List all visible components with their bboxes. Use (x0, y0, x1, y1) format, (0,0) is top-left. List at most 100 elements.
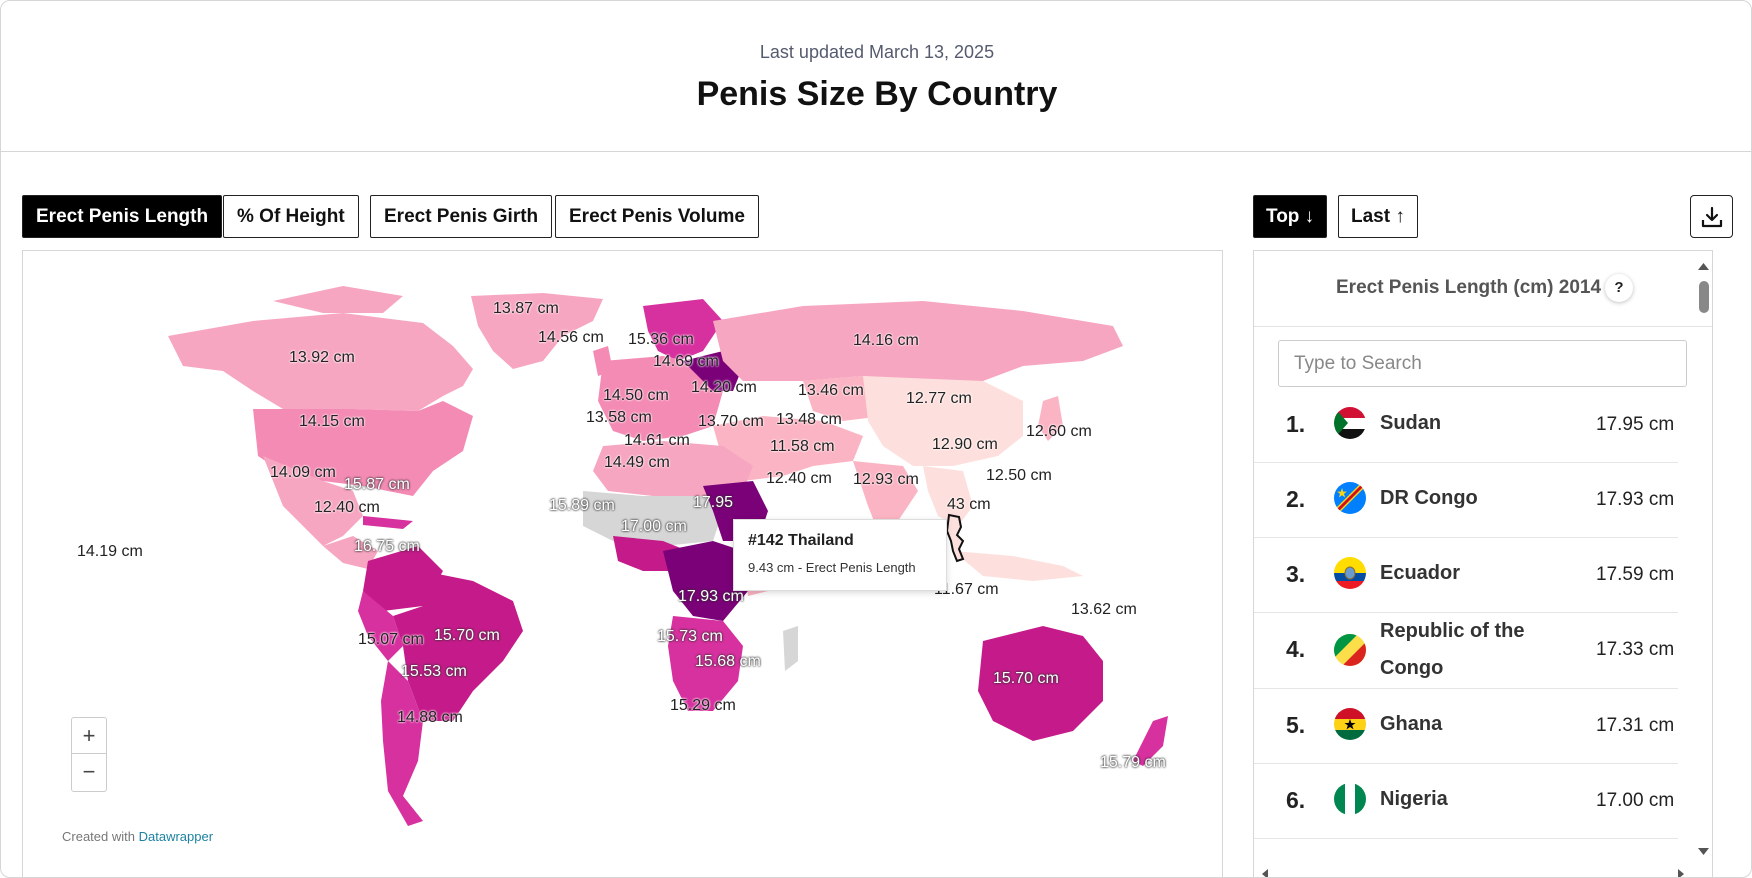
table-row[interactable]: 6. Nigeria 17.00 cm (1254, 764, 1678, 839)
new-zealand-shape (1133, 716, 1168, 766)
search-input[interactable] (1278, 340, 1687, 387)
zoom-control: + − (71, 717, 107, 792)
rank-number: 2. (1286, 486, 1306, 512)
country-name: Sudan (1380, 412, 1442, 434)
map-label: 16.75 cm (354, 538, 420, 555)
dr-congo-flag-icon (1334, 482, 1366, 514)
ranking-title: Erect Penis Length (cm) 2014 (1336, 277, 1602, 298)
scandinavia-shape (643, 299, 723, 361)
congo-flag-icon (1334, 634, 1366, 666)
scroll-left-icon[interactable] (1258, 867, 1272, 878)
rank-number: 1. (1286, 411, 1306, 437)
sort-last-button[interactable]: Last ↑ (1338, 195, 1418, 238)
madagascar-shape (783, 626, 798, 671)
map-label: 14.56 cm (538, 329, 604, 346)
country-value: 17.31 cm (1596, 715, 1675, 736)
credit-prefix: Created with (62, 829, 135, 844)
tab-percent-of-height[interactable]: % Of Height (223, 195, 359, 238)
australia-shape (978, 626, 1103, 741)
download-icon (1701, 206, 1722, 227)
map-label: 17.93 cm (678, 588, 744, 605)
map-label: 14.50 cm (603, 387, 669, 404)
tab-erect-penis-volume[interactable]: Erect Penis Volume (555, 195, 759, 238)
last-updated: Last updated March 13, 2025 (759, 42, 995, 62)
map-label: 15.53 cm (401, 663, 467, 680)
south-africa-region-shape (668, 616, 743, 711)
uk-shape (593, 346, 613, 376)
zoom-in-button[interactable]: + (72, 718, 106, 754)
mexico-shape (263, 456, 363, 546)
page-header: Last updated March 13, 2025 Penis Size B… (1, 1, 1751, 152)
map-label: 13.62 cm (1071, 601, 1137, 618)
canada-islands-shape (273, 286, 403, 313)
usa-shape (253, 401, 473, 496)
map-label: 12.50 cm (986, 467, 1052, 484)
help-icon[interactable]: ? (1605, 274, 1633, 302)
map-label: 12.93 cm (853, 471, 919, 488)
europe-shape (598, 356, 723, 441)
scroll-right-icon[interactable] (1674, 867, 1688, 878)
scroll-down-icon[interactable] (1695, 845, 1712, 859)
table-row[interactable]: 3. Ecuador 17.59 cm (1254, 538, 1678, 613)
table-row[interactable]: 2. DR Congo 17.93 cm (1254, 463, 1678, 538)
country-value: 17.33 cm (1596, 639, 1675, 660)
tooltip-title: #142 Thailand (748, 532, 854, 549)
scroll-up-icon[interactable] (1695, 259, 1712, 273)
peru-shape (358, 591, 403, 661)
caribbean-shape (363, 516, 413, 529)
scrollbar-thumb[interactable] (1699, 281, 1709, 313)
map-label: 14.20 cm (691, 379, 757, 396)
brazil-shape (393, 571, 523, 721)
map-tooltip: #142 Thailand 9.43 cm - Erect Penis Leng… (733, 519, 947, 591)
table-row[interactable]: 4. Republic of the Congo 17.33 cm (1254, 613, 1678, 689)
map-label: 11.67 cm (934, 581, 999, 598)
sudan-flag-icon (1334, 407, 1366, 439)
map-label: 13.70 cm (698, 413, 764, 430)
ghana-flag-icon (1334, 708, 1366, 740)
map-label: 12.77 cm (906, 390, 972, 407)
map-label: 15.68 cm (695, 653, 761, 670)
datawrapper-link[interactable]: Datawrapper (138, 829, 214, 844)
map-label: 13.46 cm (798, 382, 864, 399)
map-label: 15.79 cm (1100, 754, 1166, 771)
central-africa-shape (663, 541, 748, 621)
rank-number: 6. (1286, 787, 1306, 813)
ecuador-flag-icon (1334, 557, 1366, 589)
map-label: 15.87 cm (344, 476, 410, 493)
map-label: 12.40 cm (314, 499, 380, 516)
map-label: 13.48 cm (776, 411, 842, 428)
ranking-panel: Erect Penis Length (cm) 2014 ? 1. Sudan … (1253, 250, 1713, 878)
map-label: 14.61 cm (624, 432, 690, 449)
map-label: 17.95 (693, 494, 734, 511)
indonesia-shape (953, 551, 1083, 581)
greenland-shape (471, 293, 603, 369)
map-label: 15.89 cm (549, 497, 615, 514)
india-shape (853, 461, 918, 531)
country-name: Ecuador (1380, 562, 1461, 584)
map-label: 15.73 cm (657, 628, 723, 645)
map-label: 14.16 cm (853, 332, 919, 349)
zoom-out-button[interactable]: − (82, 759, 96, 784)
table-row[interactable]: 1. Sudan 17.95 cm (1254, 388, 1678, 463)
world-map[interactable]: 13.87 cm 14.56 cm 15.36 cm 14.16 cm 13.9… (22, 250, 1223, 877)
map-label: 14.69 cm (653, 353, 719, 370)
map-label: 17.00 cm (621, 518, 687, 535)
sort-top-button[interactable]: Top ↓ (1253, 195, 1328, 238)
country-value: 17.59 cm (1596, 564, 1675, 585)
thailand-highlight-shape (945, 513, 965, 563)
tooltip-subtitle: 9.43 cm - Erect Penis Length (748, 560, 916, 575)
canada-shape (168, 313, 473, 411)
ranking-scrollbar[interactable] (1695, 251, 1712, 877)
nigeria-flag-icon (1334, 783, 1366, 815)
country-name: Nigeria (1380, 788, 1448, 810)
map-label: 14.88 cm (397, 709, 463, 726)
map-label: 15.70 cm (993, 670, 1059, 687)
map-label: 14.49 cm (604, 454, 670, 471)
tab-erect-penis-girth[interactable]: Erect Penis Girth (370, 195, 553, 238)
table-row[interactable]: 5. Ghana 17.31 cm (1254, 689, 1678, 764)
map-label: 14.15 cm (299, 413, 365, 430)
download-button[interactable] (1690, 195, 1733, 238)
country-name: DR Congo (1380, 487, 1478, 509)
tab-erect-penis-length[interactable]: Erect Penis Length (22, 195, 223, 238)
north-africa-shape (593, 441, 753, 496)
